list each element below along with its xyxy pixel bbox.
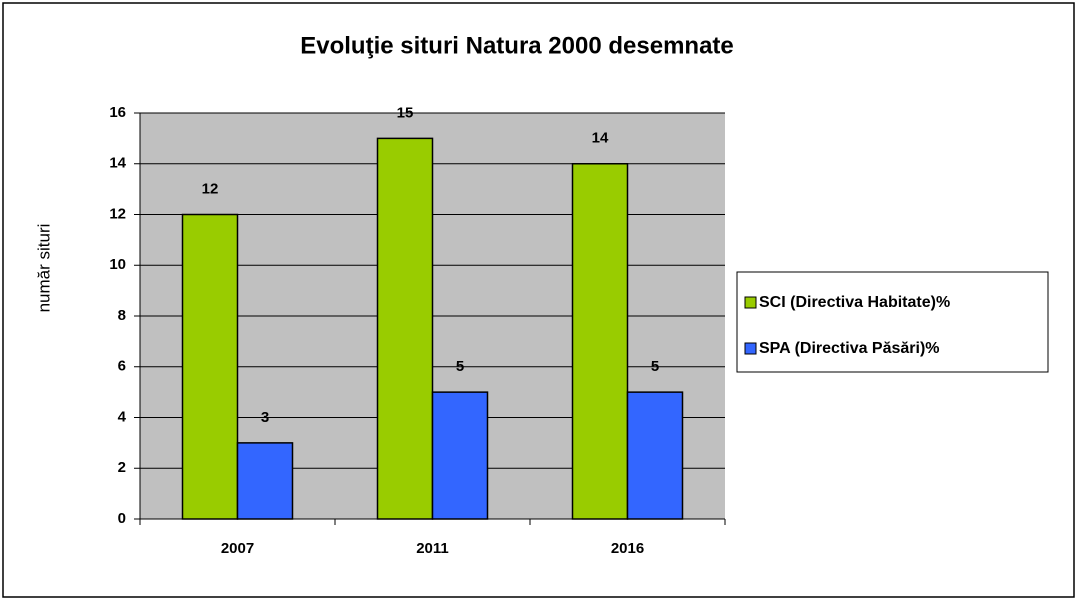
- data-label: 14: [592, 130, 609, 147]
- y-tick-label: 10: [109, 256, 126, 273]
- legend-swatch: [744, 296, 757, 309]
- y-tick-label: 14: [109, 155, 126, 172]
- y-tick-label: 2: [118, 459, 126, 476]
- y-tick-label: 8: [118, 307, 126, 324]
- x-tick-label: 2011: [416, 540, 449, 557]
- chart-title: Evoluţie situri Natura 2000 desemnate: [300, 32, 734, 59]
- bar: [626, 391, 684, 520]
- data-label: 3: [261, 409, 269, 426]
- y-tick-label: 12: [109, 205, 126, 222]
- x-tick-label: 2016: [611, 540, 644, 557]
- legend-label: SPA (Directiva Păsări)%: [759, 340, 940, 357]
- y-tick-label: 6: [118, 358, 126, 375]
- y-tick-label: 0: [118, 510, 126, 527]
- bar: [431, 391, 489, 520]
- legend-label: SCI (Directiva Habitate)%: [759, 294, 950, 311]
- bar: [376, 137, 434, 520]
- data-label: 5: [456, 358, 464, 375]
- data-label: 5: [651, 358, 659, 375]
- legend-box: [736, 271, 1049, 373]
- x-tick-label: 2007: [221, 540, 254, 557]
- y-tick-label: 16: [109, 104, 126, 121]
- bar: [181, 213, 239, 520]
- legend-swatch: [744, 342, 757, 355]
- y-tick-label: 4: [118, 408, 127, 425]
- bar: [571, 163, 629, 520]
- data-label: 12: [202, 180, 219, 197]
- data-label: 15: [397, 104, 414, 121]
- bar: [236, 442, 294, 520]
- y-axis-label: număr situri: [34, 224, 53, 313]
